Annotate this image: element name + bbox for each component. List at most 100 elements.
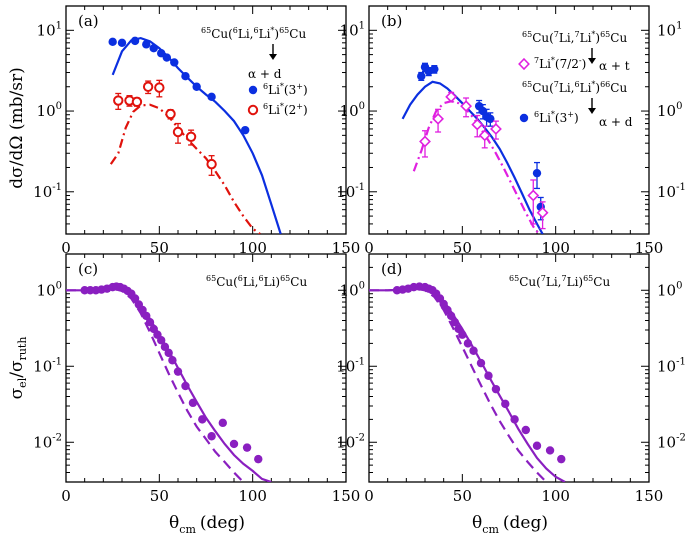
y-tick-label: 100: [37, 280, 62, 299]
data-point: [229, 439, 239, 449]
data-point: [207, 92, 216, 102]
y-tick-label: 10-1: [336, 182, 365, 201]
data-point: [142, 40, 151, 49]
data-point: [501, 399, 510, 409]
data-point: [476, 358, 486, 368]
data-point: [142, 81, 154, 92]
y-tick-label: 10-1: [33, 356, 62, 375]
curve-purple-solid: [369, 286, 566, 482]
data-point: [545, 446, 555, 455]
y-tick-label: 10-1: [33, 182, 62, 201]
data-point: [145, 317, 155, 327]
data-point: [521, 425, 530, 435]
reaction-label: 65Cu(6Li,6Li)65Cu: [206, 274, 307, 289]
y-tick-label: 100: [657, 101, 682, 120]
x-tick-label: 150: [635, 239, 664, 257]
arrow-head-icon: [269, 54, 277, 60]
curve-blue-solid: [401, 80, 544, 234]
data-point: [188, 398, 198, 408]
x-tick-label: 50: [453, 487, 472, 505]
y-tick-label: 10-2: [336, 432, 365, 451]
x-tick-label: 150: [635, 487, 664, 505]
y-tick-label: 100: [340, 101, 365, 120]
data-point: [242, 443, 252, 452]
curve-purple-solid: [66, 286, 272, 482]
data-point: [142, 311, 151, 321]
data-point: [181, 381, 190, 391]
legend-marker: [248, 85, 258, 95]
panel-a: 0 50 100 150 10-1 100 101 (a) 65Cu(6Li,6Li*)65Cu…: [33, 5, 360, 257]
x-tick-label: 100: [541, 239, 570, 257]
x-tick-label: 0: [61, 239, 71, 257]
plot-frame-a: [65, 5, 347, 235]
y-tick-label: 10-1: [657, 182, 686, 201]
data-point: [430, 64, 439, 74]
data-point: [478, 129, 491, 142]
data-point: [536, 206, 549, 219]
reaction-label: 65Cu(7Li,7Li)65Cu: [509, 274, 610, 289]
data-point: [460, 100, 472, 113]
reaction-label-1: 65Cu(7Li,7Li*)65Cu: [522, 30, 627, 45]
y-tick-label: 10-2: [33, 432, 62, 451]
plot-area-a: [108, 36, 282, 234]
data-point: [458, 330, 467, 339]
data-point: [419, 135, 431, 148]
data-point: [445, 90, 458, 103]
arrow-head-icon: [588, 58, 596, 64]
panel-label-d: (d): [381, 260, 402, 278]
data-point: [439, 299, 448, 309]
data-point: [172, 126, 184, 138]
x-tick-label: 0: [61, 487, 71, 505]
x-tick-label: 50: [453, 239, 472, 257]
x-tick-label: 0: [364, 487, 374, 505]
y-tick-label: 10-2: [657, 432, 686, 451]
data-point: [173, 367, 183, 376]
panel-label-b: (b): [381, 12, 402, 30]
plot-area-b: [401, 62, 549, 234]
x-tick-label: 0: [364, 239, 374, 257]
data-point: [532, 168, 542, 178]
data-point: [450, 317, 460, 327]
data-point: [417, 72, 426, 81]
arrow-head-icon: [588, 108, 596, 114]
panel-d: 0 50 100 150 10-2 10-2 10-1 10-1 100 100 (d) 65Cu(7…: [336, 253, 686, 505]
data-point: [130, 294, 140, 303]
y-tick-label: 101: [657, 20, 682, 39]
x-tick-label: 150: [332, 487, 361, 505]
data-point: [149, 44, 158, 53]
plot-frame-b: [368, 5, 650, 235]
data-point: [206, 158, 217, 170]
legend-marker: [519, 113, 529, 123]
data-point: [157, 336, 166, 345]
decay-label: α + d: [248, 67, 282, 81]
reaction-label-2: 65Cu(7Li,6Li*)66Cu: [522, 80, 627, 95]
data-point: [463, 339, 473, 348]
plot-area-c: [66, 282, 272, 482]
reaction-label: 65Cu(6Li,6Li*)65Cu: [201, 26, 306, 41]
data-point: [486, 114, 495, 124]
y-tick-label: 101: [340, 20, 365, 39]
data-point: [471, 118, 484, 131]
panel-label-a: (a): [78, 12, 99, 30]
y-tick-label: 100: [657, 280, 682, 299]
data-point: [164, 348, 173, 358]
x-tick-label: 100: [541, 487, 570, 505]
data-point: [170, 58, 179, 67]
data-point: [446, 311, 456, 321]
curve-purple-dashed: [66, 287, 245, 482]
x-axis-title-left: θcm (deg): [169, 513, 245, 536]
x-tick-label: 50: [150, 487, 169, 505]
decay-label-2: α + d: [599, 115, 633, 129]
data-point: [207, 432, 216, 441]
curve-red-dash-dot: [109, 103, 261, 234]
data-point: [192, 82, 201, 91]
data-point: [490, 123, 502, 135]
data-point: [198, 415, 207, 424]
data-point: [432, 112, 444, 125]
data-point: [113, 95, 124, 106]
plot-area-d: [369, 282, 566, 482]
legend-label: 6Li*(3+): [534, 110, 579, 125]
data-point: [168, 356, 177, 365]
legend-marker: [247, 104, 259, 116]
